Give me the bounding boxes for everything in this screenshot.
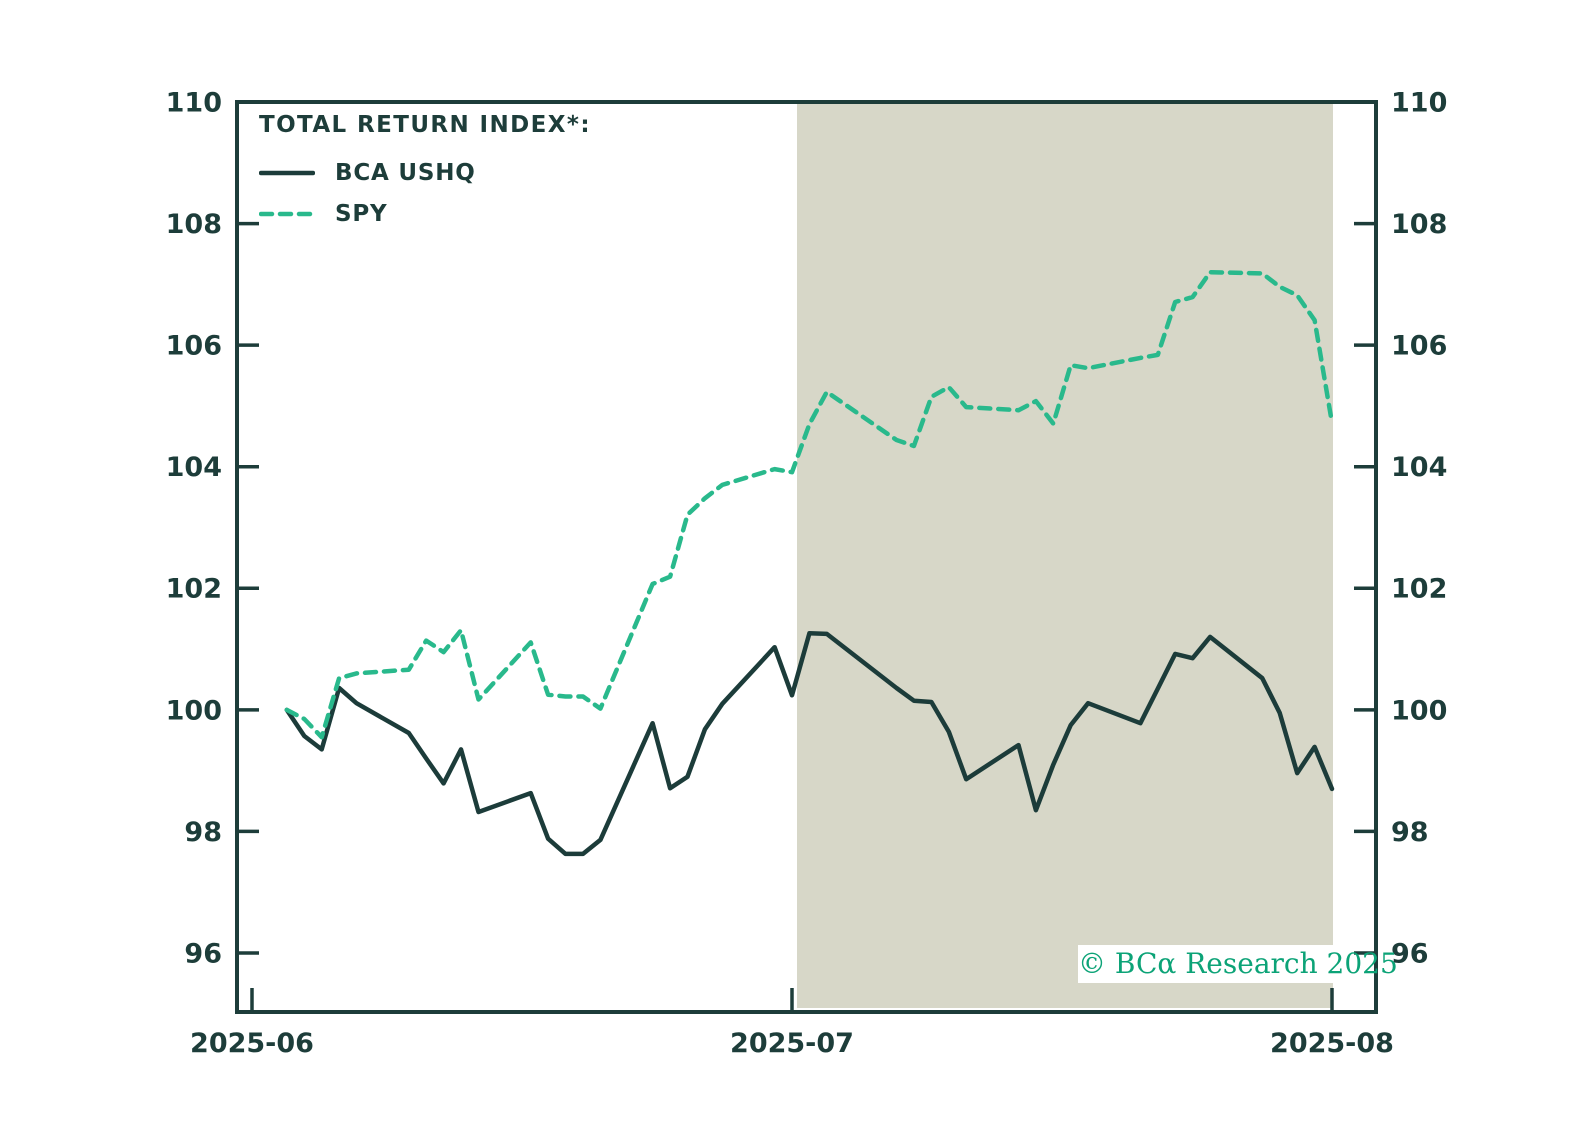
legend-item-spy: SPY [259, 193, 591, 234]
y-axis-tick-label-right: 102 [1391, 574, 1447, 605]
spy-dashed-line-swatch [259, 211, 315, 216]
x-axis-tick-label: 2025-06 [190, 1028, 314, 1059]
y-axis-tick-label-right: 98 [1391, 817, 1429, 848]
y-axis-tick-label-left: 102 [166, 574, 222, 605]
legend: TOTAL RETURN INDEX*: BCA USHQ SPY [259, 112, 591, 234]
legend-title: TOTAL RETURN INDEX*: [259, 112, 591, 138]
plot-border [235, 100, 1378, 1014]
legend-item-bca-ushq: BCA USHQ [259, 152, 591, 193]
spy-line [284, 269, 1335, 740]
y-axis-tick-label-left: 106 [166, 331, 222, 362]
bca-ushq-solid-line-swatch [259, 170, 315, 175]
july-highlight-region [797, 104, 1333, 1008]
y-axis-tick-label-right: 104 [1391, 452, 1447, 483]
x-axis-tick-label: 2025-08 [1270, 1028, 1394, 1059]
copyright-watermark: © BCα Research 2025 [1078, 945, 1398, 983]
y-axis-tick-label-left: 96 [184, 938, 222, 969]
y-axis-tick-label-right: 96 [1391, 938, 1429, 969]
y-axis-tick-label-left: 100 [166, 695, 222, 726]
legend-label-bca-ushq: BCA USHQ [335, 159, 476, 186]
y-axis-tick-label-left: 98 [184, 817, 222, 848]
legend-label-spy: SPY [335, 200, 388, 227]
x-axis-tick-label: 2025-07 [730, 1028, 854, 1059]
y-axis-tick-label-left: 108 [166, 209, 222, 240]
y-axis-tick-label-right: 100 [1391, 695, 1447, 726]
bca-ushq-line [284, 631, 1335, 857]
y-axis-tick-label-right: 106 [1391, 331, 1447, 362]
y-axis-tick-label-left: 110 [166, 87, 222, 118]
y-axis-tick-label-right: 110 [1391, 87, 1447, 118]
y-axis-tick-label-left: 104 [166, 452, 222, 483]
y-axis-tick-label-right: 108 [1391, 209, 1447, 240]
